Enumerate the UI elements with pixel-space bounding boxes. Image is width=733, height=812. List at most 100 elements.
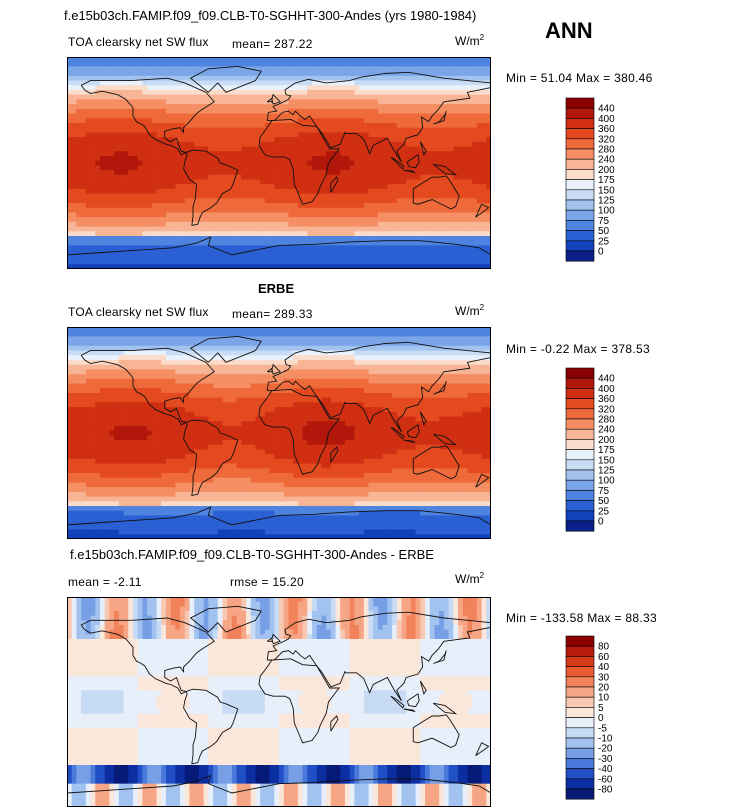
map-0-cell-3751	[354, 250, 360, 256]
map-0-cell-3527	[147, 240, 153, 247]
map-1-cell-692	[359, 359, 365, 366]
map-0-cell-3852	[406, 254, 412, 261]
map-0-cell-647	[147, 89, 153, 96]
map-0-cell-3831	[307, 254, 313, 261]
map-0-cell-3718	[198, 250, 205, 256]
map-0-cell-2025	[279, 160, 285, 166]
map-0-cell-305	[231, 71, 238, 77]
map-0-cell-2554	[227, 188, 233, 195]
map-0-cell-2418	[434, 179, 440, 185]
map-0-cell-230	[302, 66, 308, 72]
map-0-cell-3882	[123, 259, 129, 265]
map-0-cell-2557	[241, 188, 247, 195]
map-0-cell-4048	[481, 264, 487, 269]
map-0-cell-2349	[109, 179, 115, 185]
map-0-cell-2158	[481, 165, 487, 171]
map-0-cell-2812	[170, 203, 176, 209]
map-0-cell-1521	[448, 132, 454, 138]
map-0-cell-880	[396, 99, 403, 105]
map-0-cell-1912	[170, 155, 176, 162]
map-0-cell-1570	[255, 137, 261, 143]
map-0-cell-94	[85, 61, 92, 68]
map-0-cell-12	[123, 57, 129, 63]
map-0-cell-561	[165, 85, 172, 91]
map-0-cell-1115	[231, 113, 238, 119]
map-0-cell-182	[76, 66, 82, 72]
map-0-cell-1809	[109, 151, 115, 157]
map-1-cell-443	[458, 345, 464, 352]
map-1-cell-859	[297, 369, 304, 375]
map-0-cell-1439	[486, 127, 491, 133]
map-0-cell-1855	[326, 151, 332, 157]
map-0-cell-130	[255, 61, 261, 68]
map-0-cell-168	[434, 61, 440, 68]
map-0-cell-4	[85, 57, 92, 63]
map-0-cell-3309	[392, 226, 398, 232]
map-1-cell-838	[198, 369, 205, 375]
map-0-cell-1936	[283, 155, 290, 162]
map-0-cell-371	[118, 75, 125, 82]
map-0-cell-3079	[156, 217, 162, 223]
map-0-cell-1894	[85, 155, 92, 162]
map-0-cell-2217	[335, 170, 341, 176]
map-0-cell-889	[439, 99, 445, 105]
map-0-cell-3868	[481, 254, 487, 261]
map-0-cell-1066	[425, 108, 431, 115]
map-0-cell-972	[406, 104, 412, 110]
map-0-cell-3074	[132, 217, 139, 223]
map-0-cell-566	[189, 85, 195, 91]
map-0-cell-3506	[472, 236, 478, 242]
map-0-cell-4024	[368, 264, 374, 269]
map-0-cell-3102	[264, 217, 271, 223]
map-0-cell-2353	[128, 179, 134, 185]
map-0-cell-2504	[415, 184, 421, 190]
map-1-cell-830	[161, 369, 167, 375]
map-0-cell-2854	[368, 203, 374, 209]
map-0-cell-2119	[297, 165, 304, 171]
map-0-cell-3643	[269, 245, 275, 251]
map-0-cell-3764	[415, 250, 421, 256]
map-0-cell-411	[307, 75, 313, 82]
map-0-cell-3125	[373, 217, 379, 223]
map-0-cell-864	[321, 99, 327, 105]
map-0-cell-1760	[302, 146, 308, 152]
map-0-cell-2495	[373, 184, 379, 190]
map-0-cell-3374	[274, 231, 280, 237]
map-0-cell-1574	[274, 137, 280, 143]
map-0-cell-234	[321, 66, 327, 72]
map-0-cell-1976	[472, 155, 478, 162]
map-0-cell-1430	[443, 127, 450, 133]
map-1-cell-765	[279, 364, 285, 370]
map-1-cell-124	[227, 331, 233, 338]
map-0-cell-1094	[132, 113, 139, 119]
map-0-cell-150	[349, 61, 355, 68]
map-0-cell-1059	[392, 108, 398, 115]
map-1-cell-844	[227, 369, 233, 375]
map-1-cell-814	[85, 369, 92, 375]
map-0-cell-764	[274, 94, 280, 100]
map-1-cell-799	[439, 364, 445, 370]
map-0-cell-4041	[448, 264, 454, 269]
map-0-cell-2405	[373, 179, 379, 185]
map-0-cell-1841	[260, 151, 266, 157]
map-0-cell-2334	[462, 174, 469, 181]
map-0-cell-1503	[363, 132, 370, 138]
map-0-cell-787	[382, 94, 388, 100]
map-1-cell-1	[71, 327, 78, 333]
map-0-cell-2688	[434, 193, 440, 199]
map-0-cell-2068	[481, 160, 487, 166]
map-1-cell-204	[180, 336, 186, 342]
map-0-cell-3147	[476, 217, 483, 223]
map-0-cell-1974	[462, 155, 469, 162]
map-1-cell-137	[288, 331, 294, 338]
map-0-cell-2282	[217, 174, 224, 181]
map-0-cell-693	[363, 89, 370, 96]
map-0-cell-794	[415, 94, 421, 100]
map-0-cell-1028	[246, 108, 252, 115]
map-0-cell-326	[330, 71, 337, 77]
map-0-cell-2105	[231, 165, 238, 171]
map-1-cell-32	[217, 327, 224, 333]
map-0-cell-3287	[288, 226, 294, 232]
map-0-cell-1860	[349, 151, 355, 157]
map-0-cell-3861	[448, 254, 454, 261]
